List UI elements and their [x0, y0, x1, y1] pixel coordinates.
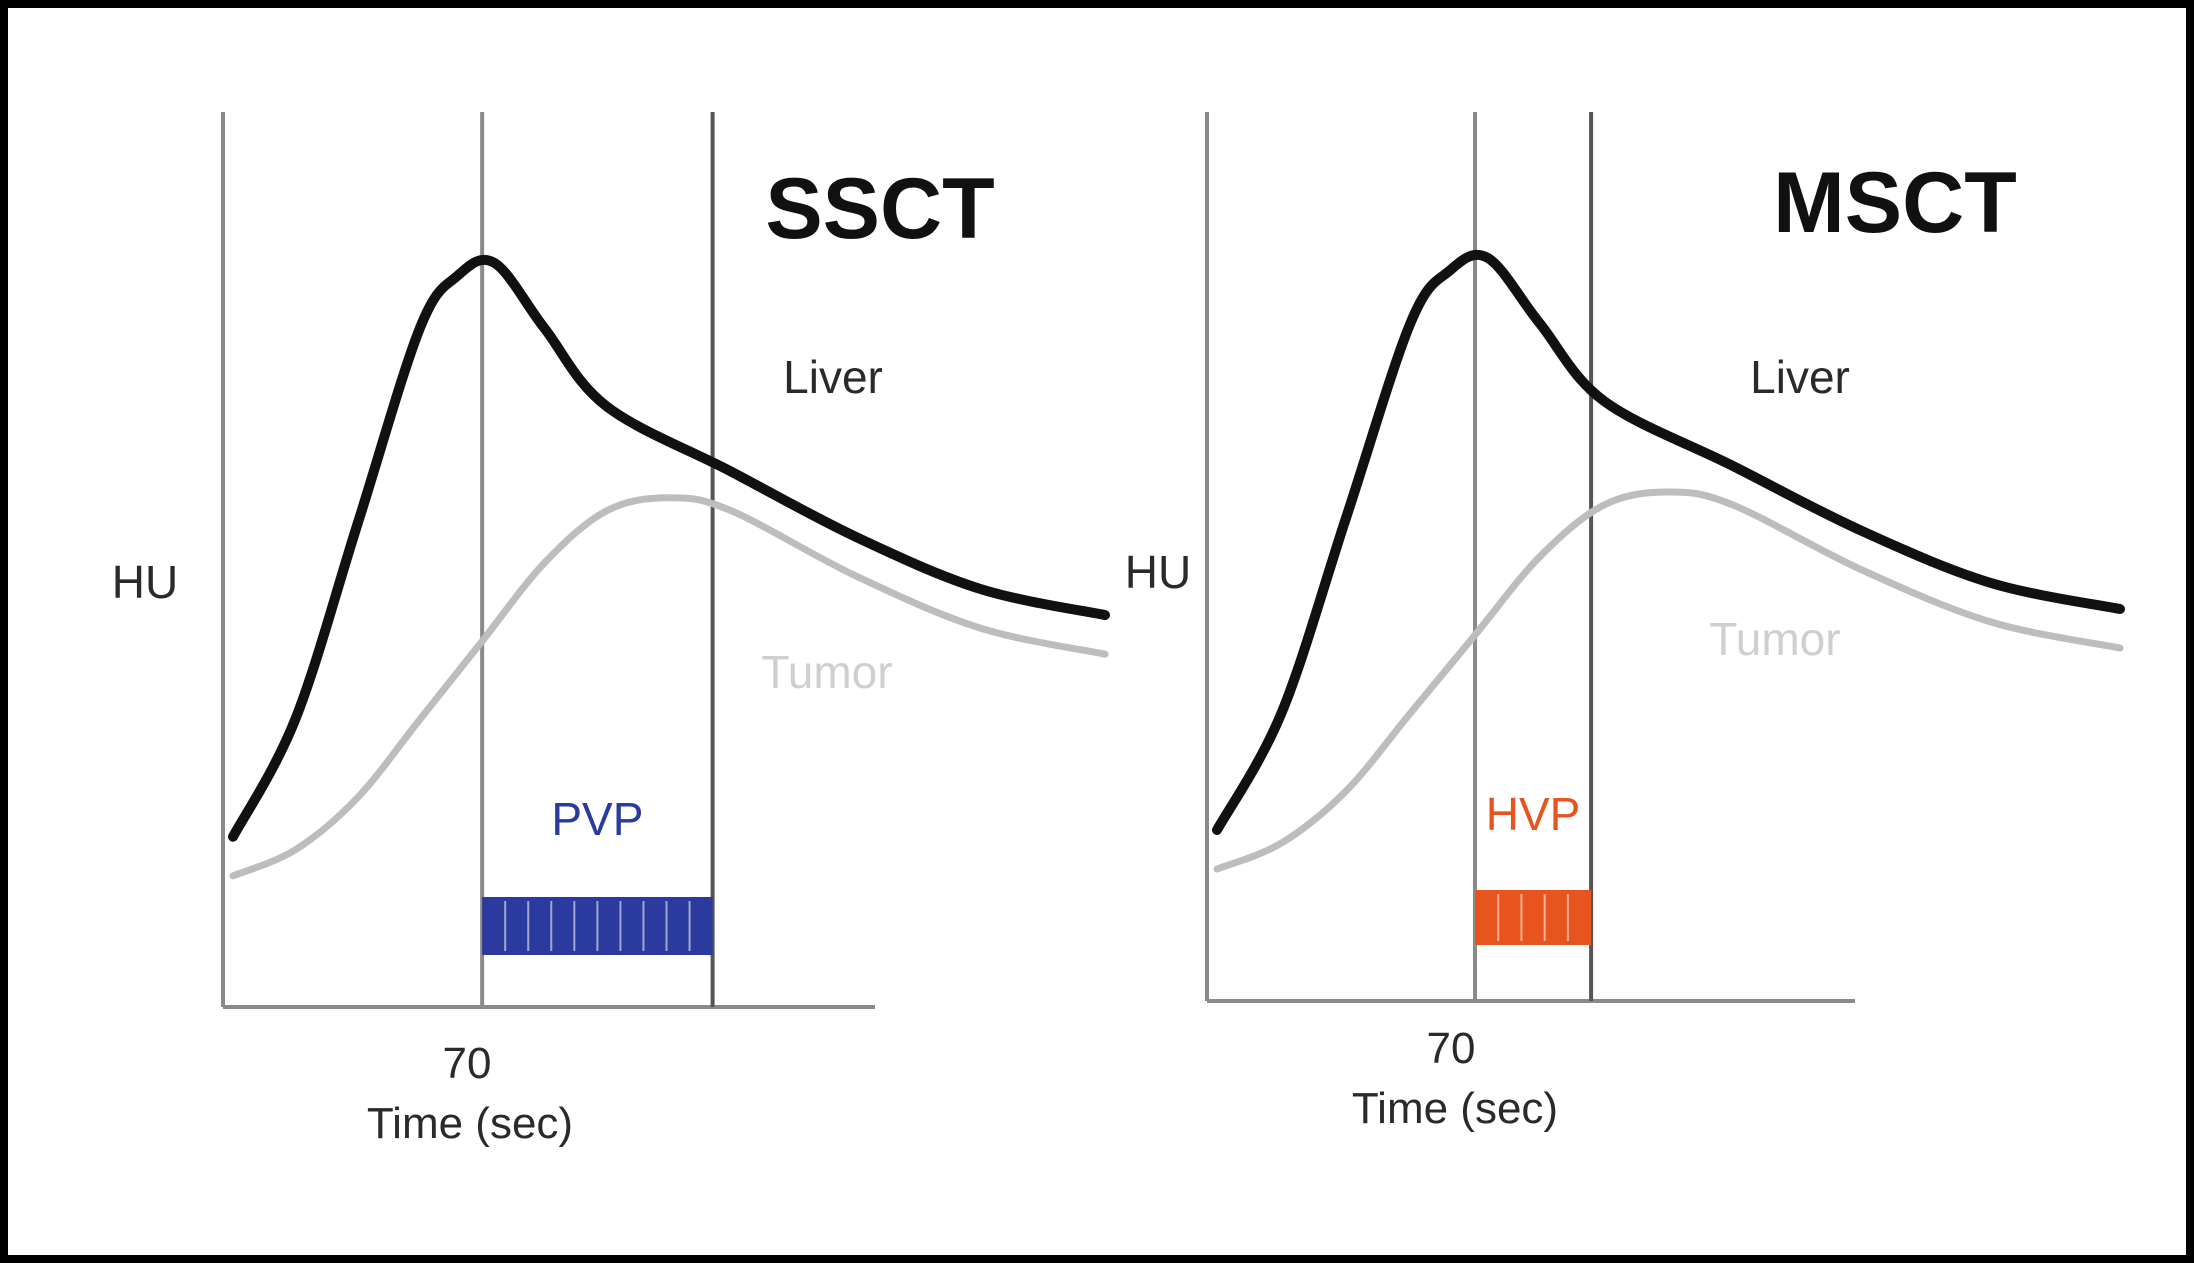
phase-window-label: HVP	[1486, 788, 1581, 840]
chart-panel-msct: MSCT HU Liver Tumor HVP 70 Time (sec)	[1125, 112, 2125, 1133]
phase-window-label: PVP	[551, 793, 643, 845]
series-line-tumor	[229, 494, 1109, 880]
y-axis-label: HU	[1125, 546, 1191, 598]
x-tick-label: 70	[1427, 1024, 1476, 1073]
series-label-tumor: Tumor	[761, 646, 892, 698]
series-label-liver: Liver	[783, 351, 883, 403]
chart-panel-ssct: SSCT HU Liver Tumor PVP 70 Time (sec)	[112, 112, 1110, 1148]
chart-title: MSCT	[1773, 155, 2017, 251]
chart-title: SSCT	[765, 161, 994, 257]
y-axis-label: HU	[112, 556, 178, 608]
x-axis-label: Time (sec)	[1352, 1084, 1558, 1133]
series-label-tumor: Tumor	[1709, 613, 1840, 665]
series-line-liver	[228, 254, 1110, 842]
series-line-liver	[1212, 249, 2125, 835]
phase-window-bar	[1475, 890, 1592, 945]
series-line-tumor	[1213, 488, 2124, 873]
x-axis-label: Time (sec)	[367, 1099, 573, 1148]
x-tick-label: 70	[443, 1039, 492, 1088]
series-label-liver: Liver	[1750, 351, 1850, 403]
